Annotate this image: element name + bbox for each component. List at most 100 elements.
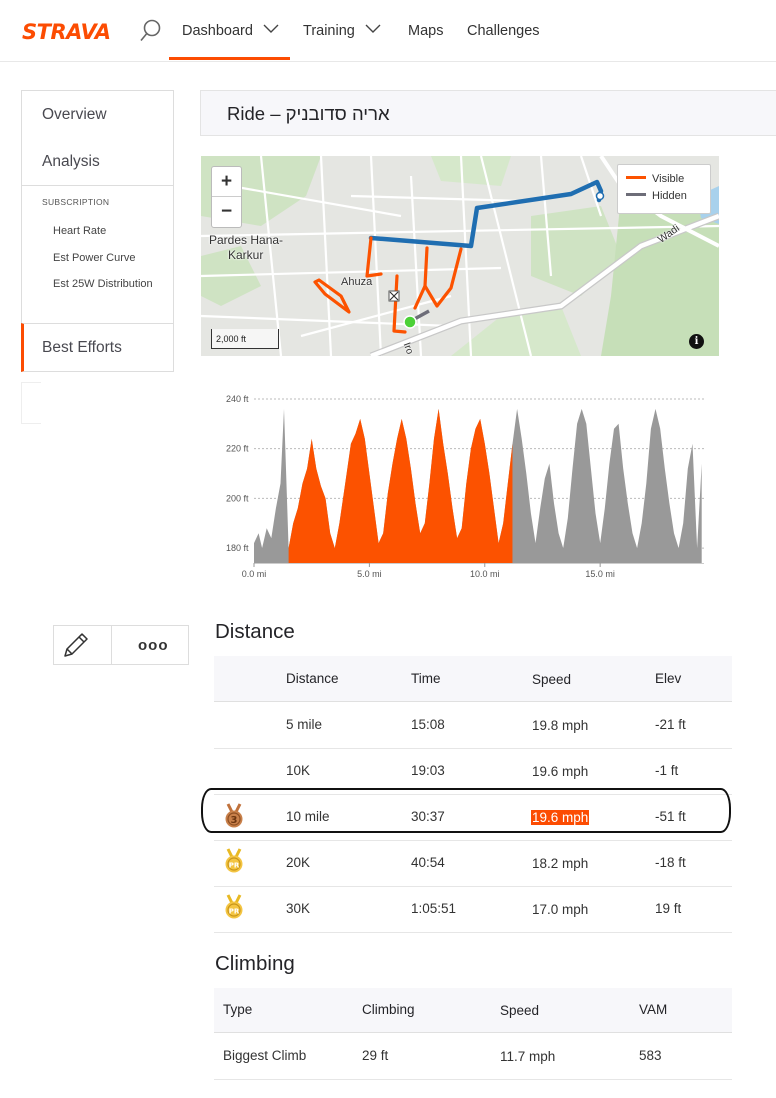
row-speed-highlight: 19.6 mph	[531, 810, 590, 825]
medal-rank-label: 3	[231, 815, 238, 826]
row-elev: -1 ft	[655, 763, 679, 778]
info-icon[interactable]: i	[689, 334, 704, 349]
route-map[interactable]: Pardes Hana- Karkur Ahuza Wadi Iro + − V…	[201, 156, 719, 356]
distance-section-title: Distance	[215, 620, 295, 643]
table-row[interactable]: PR 20K 40:54 18.2 mph -18 ft	[214, 841, 732, 887]
row-time: 1:05:51	[411, 901, 457, 916]
row-elev: -51 ft	[655, 809, 686, 824]
map-label-town-2: Karkur	[228, 248, 264, 262]
row-speed: 17.0 mph	[532, 902, 589, 917]
sidebar-stub	[21, 382, 41, 424]
zoom-controls: + −	[211, 166, 242, 228]
pencil-icon	[64, 633, 88, 657]
col-type: Type	[223, 1002, 253, 1017]
chevron-down-icon	[365, 24, 381, 33]
nav-training-label: Training	[303, 23, 355, 39]
medal-pr-label: PR	[229, 862, 240, 870]
y-tick-label: 200 ft	[226, 493, 249, 503]
x-tick-label: 10.0 mi	[470, 569, 500, 579]
row-speed: 11.7 mph	[500, 1049, 556, 1064]
row-distance: 5 mile	[286, 717, 323, 732]
elevation-chart[interactable]: 180 ft 200 ft 220 ft 240 ft 0.0 mi 5.0 mi 10.0…	[216, 380, 716, 586]
col-speed: Speed	[532, 672, 572, 687]
row-vam: 583	[639, 1048, 662, 1063]
strava-logo[interactable]: STRAVA	[22, 20, 111, 44]
row-speed: 19.8 mph	[532, 718, 589, 733]
table-row[interactable]: Biggest Climb 29 ft 11.7 mph 583	[214, 1034, 732, 1080]
highlight-annotation	[201, 788, 731, 833]
nav-active-indicator	[169, 57, 290, 60]
zoom-in-button[interactable]: +	[212, 167, 241, 197]
legend-hidden-swatch	[626, 193, 646, 196]
col-time: Time	[411, 671, 441, 686]
chevron-down-icon	[263, 24, 279, 33]
climbing-section-title: Climbing	[215, 952, 295, 975]
sidebar-item-analysis[interactable]: Analysis	[21, 138, 174, 186]
nav-challenges[interactable]: Challenges	[467, 23, 540, 39]
table-row[interactable]: 10K 19:03 19.6 mph -1 ft	[214, 749, 732, 795]
col-distance: Distance	[286, 671, 339, 686]
col-climbing: Climbing	[362, 1002, 415, 1017]
row-speed: 18.2 mph	[532, 856, 589, 871]
row-time: 15:08	[411, 717, 445, 732]
legend-hidden-label: Hidden	[652, 190, 687, 202]
nav-training[interactable]: Training	[303, 23, 381, 39]
row-distance: 20K	[286, 855, 311, 870]
top-nav: STRAVA Dashboard Training Maps Challenge…	[0, 0, 776, 62]
search-icon[interactable]	[138, 18, 164, 44]
sidebar-item-heart-rate[interactable]: Heart Rate	[53, 225, 107, 237]
map-label-town-1: Pardes Hana-	[209, 233, 284, 247]
table-row[interactable]: PR 30K 1:05:51 17.0 mph 19 ft	[214, 887, 732, 933]
more-actions-label: ooo	[138, 637, 169, 654]
x-tick-label: 15.0 mi	[585, 569, 615, 579]
sidebar-item-est-25w-distribution[interactable]: Est 25W Distribution	[53, 278, 153, 290]
map-label-ahuza: Ahuza	[341, 276, 373, 288]
climbing-table-header: Type Climbing Speed VAM	[214, 988, 732, 1033]
activity-header: אריה סדובניק – Ride	[200, 90, 776, 136]
edit-button[interactable]	[53, 625, 112, 665]
row-type: Biggest Climb	[223, 1048, 307, 1063]
legend-hidden: Hidden	[626, 190, 687, 202]
row-time: 40:54	[411, 855, 445, 870]
row-time: 30:37	[411, 809, 445, 824]
sidebar-item-overview[interactable]: Overview	[21, 90, 174, 139]
x-tick-label: 0.0 mi	[242, 569, 267, 579]
subscription-heading: SUBSCRIPTION	[42, 197, 110, 207]
col-vam: VAM	[639, 1002, 668, 1017]
sidebar-subscription-group: SUBSCRIPTION Heart Rate Est Power Curve …	[21, 186, 174, 324]
row-speed: 19.6 mph	[531, 810, 590, 825]
row-time: 19:03	[411, 763, 445, 778]
distance-table-header: Distance Time Speed Elev	[214, 656, 732, 702]
zoom-out-button[interactable]: −	[220, 201, 233, 222]
x-tick-label: 5.0 mi	[357, 569, 382, 579]
row-distance: 10 mile	[286, 809, 330, 824]
row-elev: -21 ft	[655, 717, 686, 732]
table-row[interactable]: 5 mile 15:08 19.8 mph -21 ft	[214, 703, 732, 749]
nav-dashboard[interactable]: Dashboard	[182, 23, 279, 39]
bronze-medal-icon: 3	[225, 803, 243, 828]
legend-visible-label: Visible	[652, 173, 685, 185]
medal-pr-label: PR	[229, 908, 240, 916]
sidebar-item-best-efforts[interactable]: Best Efforts	[21, 323, 174, 372]
table-row[interactable]: 3 10 mile 30:37 19.6 mph -51 ft	[214, 795, 732, 841]
activity-title: אריה סדובניק – Ride	[227, 103, 390, 124]
map-legend: Visible Hidden	[617, 164, 711, 214]
sidebar-item-est-power-curve[interactable]: Est Power Curve	[53, 252, 136, 264]
row-distance: 30K	[286, 901, 311, 916]
row-elev: 19 ft	[655, 901, 682, 916]
row-climbing: 29 ft	[362, 1048, 389, 1063]
legend-visible: Visible	[626, 173, 684, 185]
gold-pr-medal-icon: PR	[225, 848, 243, 873]
legend-visible-swatch	[626, 176, 646, 179]
map-scale-bar: 2,000 ft	[211, 329, 279, 349]
row-elev: -18 ft	[655, 855, 686, 870]
nav-dashboard-label: Dashboard	[182, 23, 253, 39]
col-speed: Speed	[500, 1003, 540, 1018]
elevation-area-visible	[288, 408, 513, 563]
row-distance: 10K	[286, 763, 311, 778]
col-elev: Elev	[655, 671, 682, 686]
nav-maps[interactable]: Maps	[408, 23, 444, 39]
y-tick-label: 240 ft	[226, 394, 249, 404]
gold-pr-medal-icon: PR	[225, 894, 243, 919]
more-actions-button[interactable]: ooo	[111, 625, 189, 665]
